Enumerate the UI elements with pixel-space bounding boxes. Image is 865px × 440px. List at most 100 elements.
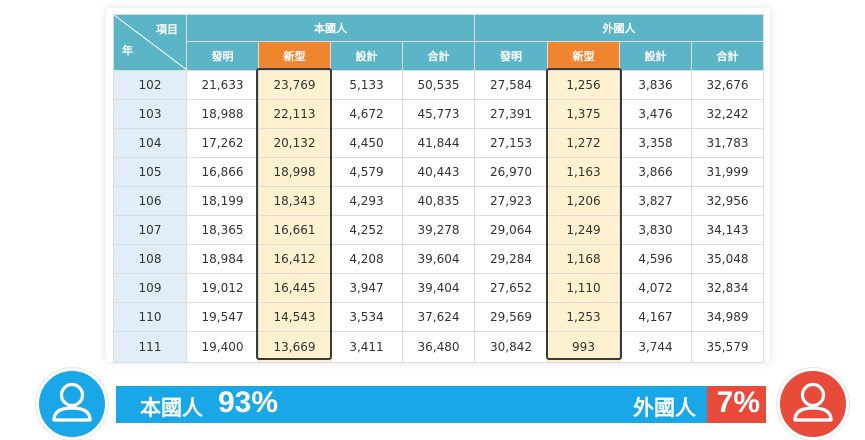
foreign-design-cell: 3,827 [619,186,692,216]
domestic-design-cell: 4,450 [330,128,403,158]
domestic-label: 本國人 [140,396,203,420]
domestic-avatar [36,368,108,440]
domestic-utility-cell: 18,343 [258,186,331,216]
table-row: 110 19,547 14,543 3,534 37,624 29,569 1,253 4,1… [113,302,764,332]
domestic-design-cell: 3,534 [330,302,403,332]
domestic-utility-cell: 16,412 [258,244,331,274]
foreign-total-cell: 34,989 [691,302,764,332]
domestic-invention-cell: 18,984 [186,244,259,274]
table-row: 109 19,012 16,445 3,947 39,404 27,652 1,110 4,0… [113,273,764,303]
foreign-design-cell: 3,866 [619,157,692,187]
domestic-utility-cell: 13,669 [258,331,331,363]
domestic-invention-cell: 18,365 [186,215,259,245]
foreign-avatar [777,368,849,440]
table-row: 104 17,262 20,132 4,450 41,844 27,153 1,272 3,3… [113,128,764,158]
foreign-utility-cell: 993 [547,331,620,363]
header-row-columns: 發明 新型 設計 合計 發明 新型 設計 合計 [114,41,764,71]
domestic-design-cell: 5,133 [330,70,403,100]
domestic-total-cell: 41,844 [402,128,475,158]
year-cell: 109 [113,273,187,303]
table-body: 102 21,633 23,769 5,133 50,535 27,584 1,256 3,8… [113,70,764,363]
foreign-utility-cell: 1,163 [547,157,620,187]
domestic-invention-cell: 19,400 [186,331,259,363]
domestic-invention-cell: 21,633 [186,70,259,100]
column-header-invention: 發明 [474,41,548,71]
foreign-total-cell: 31,999 [691,157,764,187]
patent-stats-table: 項目 年 本國人 外國人 發明 新型 設計 合計 發明 新型 設計 合計 102… [113,14,764,363]
foreign-invention-cell: 27,584 [474,70,548,100]
column-header-total: 合計 [691,41,764,71]
foreign-total-cell: 35,579 [691,331,764,363]
domestic-invention-cell: 18,199 [186,186,259,216]
foreign-invention-cell: 29,064 [474,215,548,245]
user-icon [793,382,833,422]
year-cell: 110 [113,302,187,332]
foreign-design-cell: 3,476 [619,99,692,129]
diagonal-divider [114,15,187,70]
share-bar: 本國人 93% 外國人 7% [116,386,766,423]
foreign-design-cell: 4,072 [619,273,692,303]
foreign-design-cell: 3,836 [619,70,692,100]
foreign-invention-cell: 29,284 [474,244,548,274]
user-icon [52,382,92,422]
domestic-invention-cell: 16,866 [186,157,259,187]
foreign-design-cell: 3,830 [619,215,692,245]
year-cell: 105 [113,157,187,187]
foreign-design-cell: 3,744 [619,331,692,363]
column-header-design: 設計 [330,41,403,71]
column-header-utility: 新型 [547,41,620,71]
foreign-total-cell: 34,143 [691,215,764,245]
table-row: 103 18,988 22,113 4,672 45,773 27,391 1,375 3,4… [113,99,764,129]
domestic-utility-cell: 16,445 [258,273,331,303]
domestic-utility-cell: 23,769 [258,70,331,100]
domestic-total-cell: 37,624 [402,302,475,332]
domestic-invention-cell: 19,547 [186,302,259,332]
foreign-total-cell: 31,783 [691,128,764,158]
column-header-design: 設計 [619,41,692,71]
foreign-total-cell: 35,048 [691,244,764,274]
foreign-utility-cell: 1,206 [547,186,620,216]
foreign-invention-cell: 27,923 [474,186,548,216]
group-header-foreign: 外國人 [474,14,764,42]
table-row: 107 18,365 16,661 4,252 39,278 29,064 1,249 3,8… [113,215,764,245]
column-header-utility: 新型 [258,41,331,71]
foreign-label: 外國人 [633,396,696,420]
domestic-total-cell: 40,443 [402,157,475,187]
foreign-utility-cell: 1,168 [547,244,620,274]
foreign-total-cell: 32,242 [691,99,764,129]
domestic-total-cell: 50,535 [402,70,475,100]
foreign-utility-cell: 1,253 [547,302,620,332]
domestic-utility-cell: 22,113 [258,99,331,129]
domestic-invention-cell: 18,988 [186,99,259,129]
table-row: 108 18,984 16,412 4,208 39,604 29,284 1,168 4,5… [113,244,764,274]
table-row: 106 18,199 18,343 4,293 40,835 27,923 1,206 3,8… [113,186,764,216]
domestic-total-cell: 36,480 [402,331,475,363]
column-header-total: 合計 [402,41,475,71]
domestic-total-cell: 39,404 [402,273,475,303]
share-bar-foreign-segment [707,386,766,423]
domestic-utility-cell: 20,132 [258,128,331,158]
domestic-invention-cell: 17,262 [186,128,259,158]
year-cell: 111 [113,331,187,363]
domestic-invention-cell: 19,012 [186,273,259,303]
year-cell: 107 [113,215,187,245]
table-row: 102 21,633 23,769 5,133 50,535 27,584 1,256 3,8… [113,70,764,100]
foreign-utility-cell: 1,375 [547,99,620,129]
foreign-invention-cell: 27,652 [474,273,548,303]
domestic-design-cell: 3,411 [330,331,403,363]
domestic-design-cell: 4,208 [330,244,403,274]
header-row-groups: 項目 年 本國人 外國人 [113,14,764,71]
domestic-total-cell: 39,278 [402,215,475,245]
foreign-total-cell: 32,676 [691,70,764,100]
corner-header: 項目 年 [113,14,187,71]
domestic-total-cell: 45,773 [402,99,475,129]
foreign-utility-cell: 1,110 [547,273,620,303]
foreign-invention-cell: 27,391 [474,99,548,129]
foreign-invention-cell: 30,842 [474,331,548,363]
domestic-utility-cell: 14,543 [258,302,331,332]
domestic-design-cell: 4,579 [330,157,403,187]
foreign-design-cell: 4,167 [619,302,692,332]
table-row: 111 19,400 13,669 3,411 36,480 30,842 993 3,744… [113,331,764,363]
domestic-utility-cell: 18,998 [258,157,331,187]
corner-label-year: 年 [122,44,133,57]
